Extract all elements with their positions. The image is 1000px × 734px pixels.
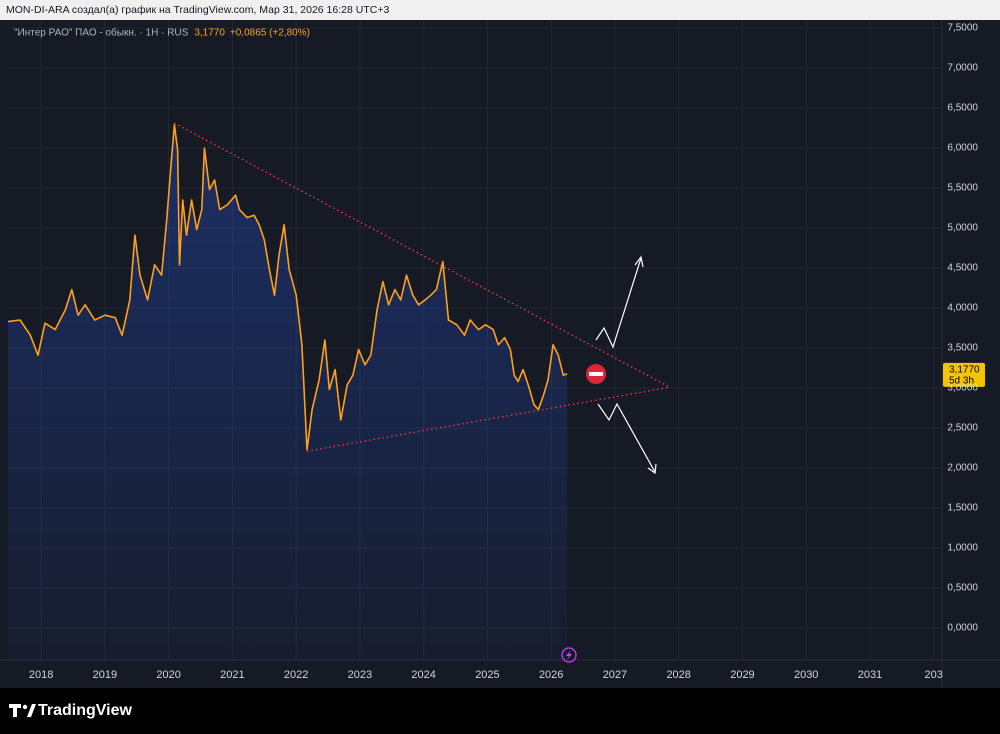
x-tick-label: 2024 — [411, 669, 435, 681]
no-entry-icon — [586, 364, 606, 384]
tradingview-logo — [9, 704, 36, 717]
y-tick-label: 5,5000 — [947, 183, 978, 194]
x-tick-label: 2027 — [603, 669, 627, 681]
y-tick-label: 7,5000 — [947, 23, 978, 34]
y-tick-label: 1,0000 — [947, 543, 978, 554]
arrow-down-head — [647, 463, 657, 475]
arrow-down — [597, 402, 656, 473]
attribution: MON-DI-ARA создал(а) график на TradingVi… — [6, 4, 390, 16]
price-area — [8, 124, 568, 661]
price-line — [7, 124, 568, 451]
x-tick-label: 2020 — [156, 669, 180, 681]
y-tick-label: 3,0000 — [947, 383, 978, 394]
x-tick-label: 203 — [925, 669, 943, 681]
y-tick-label: 2,5000 — [947, 423, 978, 434]
attribution-bar: MON-DI-ARA создал(а) график на TradingVi… — [0, 0, 1000, 20]
plot — [7, 122, 671, 661]
x-tick-label: 2026 — [539, 669, 563, 681]
y-tick-label: 7,0000 — [947, 63, 978, 74]
y-tick-label: 6,5000 — [947, 103, 978, 114]
x-tick-label: 2023 — [348, 669, 372, 681]
x-tick-label: 2022 — [284, 669, 308, 681]
countdown-text: 5d 3h — [949, 375, 974, 386]
y-tick-label: 2,0000 — [947, 463, 978, 474]
x-tick-label: 2030 — [794, 669, 818, 681]
x-tick-label: 2028 — [666, 669, 690, 681]
x-tick-label: 2031 — [858, 669, 882, 681]
y-tick-label: 6,0000 — [947, 143, 978, 154]
y-tick-label: 5,0000 — [947, 223, 978, 234]
x-tick-label: 2018 — [29, 669, 53, 681]
y-tick-label: 0,0000 — [947, 623, 978, 634]
y-tick-label: 4,0000 — [947, 303, 978, 314]
footer — [0, 688, 1000, 734]
arrow-up-head — [634, 255, 644, 268]
y-tick-label: 0,5000 — [947, 583, 978, 594]
price-label-text: 3,1770 — [949, 364, 980, 375]
last-price: 3,1770 — [194, 28, 225, 39]
brand: TradingView — [38, 702, 133, 719]
x-tick-label: 2029 — [730, 669, 754, 681]
price-label-box — [943, 362, 985, 387]
symbol-info: "Интер РАО" ПАО - обыкн. · 1H · RUS — [14, 27, 189, 39]
arrow-up — [595, 257, 642, 349]
x-tick-label: 2019 — [93, 669, 117, 681]
trend-line — [306, 386, 670, 452]
x-tick-label: 2025 — [475, 669, 499, 681]
lightning-icon[interactable] — [561, 647, 577, 663]
price-change: +0,0865 (+2,80%) — [230, 28, 310, 39]
x-tick-label: 2021 — [220, 669, 244, 681]
y-tick-label: 1,5000 — [947, 503, 978, 514]
drawing-arrows — [595, 255, 657, 475]
y-tick-label: 4,5000 — [947, 263, 978, 274]
y-tick-label: 3,5000 — [947, 343, 978, 354]
